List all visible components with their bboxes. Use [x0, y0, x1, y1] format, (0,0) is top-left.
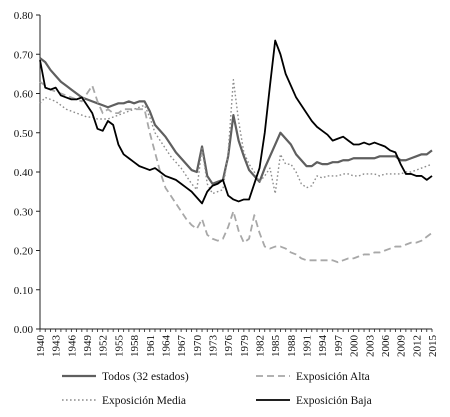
x-tick-label: 1997	[333, 335, 345, 358]
legend: Todos (32 estados) Exposición Alta Exposic…	[62, 371, 372, 407]
x-tick-label: 1940	[35, 335, 47, 358]
x-tick-label: 2012	[411, 335, 423, 357]
y-tick-label: 0.80	[14, 10, 34, 22]
y-tick-label: 0.50	[14, 128, 34, 140]
x-tick-label: 1973	[207, 335, 219, 358]
x-tick-label: 1976	[223, 335, 235, 358]
x-tick-label: 2009	[396, 335, 408, 358]
x-tick-label: 1994	[317, 335, 329, 358]
y-tick-label: 0.00	[14, 324, 34, 336]
x-tick-label: 1964	[160, 335, 172, 358]
x-tick-label: 1967	[176, 335, 188, 358]
y-axis: 0.00 0.10 0.20 0.30 0.40 0.50 0.60 0.70 0.80	[14, 10, 41, 336]
legend-label-media: Exposición Media	[102, 395, 186, 407]
x-tick-label: 1955	[113, 335, 125, 358]
series-line-alta	[39, 81, 433, 264]
x-tick-label: 1985	[270, 335, 282, 358]
x-tick-label: 1943	[51, 335, 63, 358]
x-axis: 1940 1943 1946 1949 1952 1955 1958 1961 1964 1967…	[35, 328, 439, 358]
x-tick-label: 1991	[302, 335, 314, 357]
x-tick-label: 1988	[286, 335, 298, 358]
series-line-baja	[39, 39, 433, 205]
series-line-todos	[39, 57, 433, 185]
x-tick-label: 1952	[98, 335, 110, 357]
x-tick-label: 2000	[349, 335, 361, 358]
x-tick-label: 1982	[255, 335, 267, 357]
y-tick-label: 0.60	[14, 89, 34, 101]
y-tick-label: 0.20	[14, 246, 34, 258]
y-tick-label: 0.30	[14, 206, 34, 218]
legend-label-todos: Todos (32 estados)	[102, 371, 189, 383]
x-tick-label: 1979	[239, 335, 251, 358]
x-tick-label: 2015	[427, 335, 439, 358]
x-tick-label: 1961	[145, 335, 157, 357]
y-tick-label: 0.40	[14, 167, 34, 179]
x-tick-label: 1970	[192, 335, 204, 358]
y-tick-label: 0.10	[14, 285, 34, 297]
legend-label-alta: Exposición Alta	[296, 371, 370, 383]
legend-label-baja: Exposición Baja	[296, 395, 372, 407]
x-tick-label: 1958	[129, 335, 141, 358]
y-tick-label: 0.70	[14, 49, 34, 61]
x-tick-label: 1946	[66, 335, 78, 358]
x-tick-label: 2006	[380, 335, 392, 358]
x-tick-label: 2003	[364, 335, 376, 358]
series-line-media	[39, 79, 433, 195]
series-lines	[39, 39, 433, 264]
x-tick-label: 1949	[82, 335, 94, 358]
